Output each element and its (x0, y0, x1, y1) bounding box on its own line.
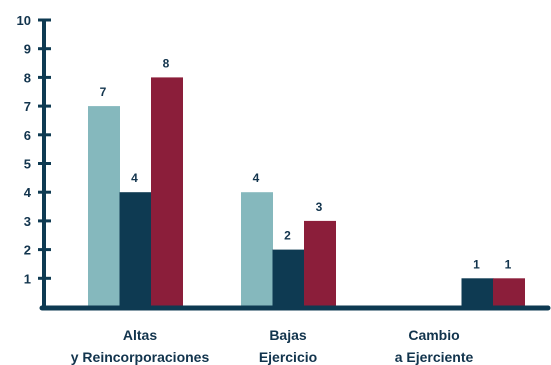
bar-series-2-cat-2 (272, 249, 305, 307)
y-tick-label: 4 (24, 185, 32, 200)
value-labels-group: 7 4 8 4 2 3 1 1 (100, 56, 512, 271)
category-labels-group: Altas y Reincorporaciones Bajas Ejercicio Ca… (71, 327, 474, 365)
y-tick-label: 2 (24, 243, 31, 258)
data-label: 4 (131, 171, 138, 185)
x-category-label: Cambio (408, 327, 459, 343)
data-label: 1 (505, 257, 512, 271)
y-tick-label: 6 (24, 128, 31, 143)
x-category-label: Bajas (269, 327, 307, 343)
y-tick-label: 10 (17, 13, 31, 28)
y-tick-label: 3 (24, 214, 31, 229)
y-tick-label: 9 (24, 42, 31, 57)
data-label: 1 (473, 257, 480, 271)
bar-series-2-cat-3 (461, 278, 494, 307)
bar-series-2-cat-1 (119, 192, 152, 307)
y-tick-label: 8 (24, 70, 31, 85)
y-tick-label: 1 (24, 271, 31, 286)
x-category-label: a Ejerciente (395, 349, 474, 365)
bars-group (88, 77, 525, 308)
y-tick-label: 5 (24, 157, 31, 172)
x-category-label: Altas (123, 327, 157, 343)
bar-series-3-cat-2 (304, 220, 336, 307)
data-label: 2 (284, 229, 291, 243)
data-label: 4 (253, 171, 260, 185)
x-category-label: Ejercicio (259, 349, 317, 365)
y-tick-label: 7 (24, 99, 31, 114)
data-label: 7 (100, 85, 107, 99)
data-label: 3 (316, 200, 323, 214)
bar-series-3-cat-3 (493, 278, 525, 307)
bar-series-1-cat-2 (241, 192, 273, 307)
bar-series-1-cat-1 (88, 106, 120, 307)
y-axis: 1 2 3 4 5 6 7 8 9 10 (17, 13, 51, 307)
data-label: 8 (163, 56, 170, 70)
x-category-label: y Reincorporaciones (71, 349, 210, 365)
bar-series-3-cat-1 (151, 77, 183, 308)
